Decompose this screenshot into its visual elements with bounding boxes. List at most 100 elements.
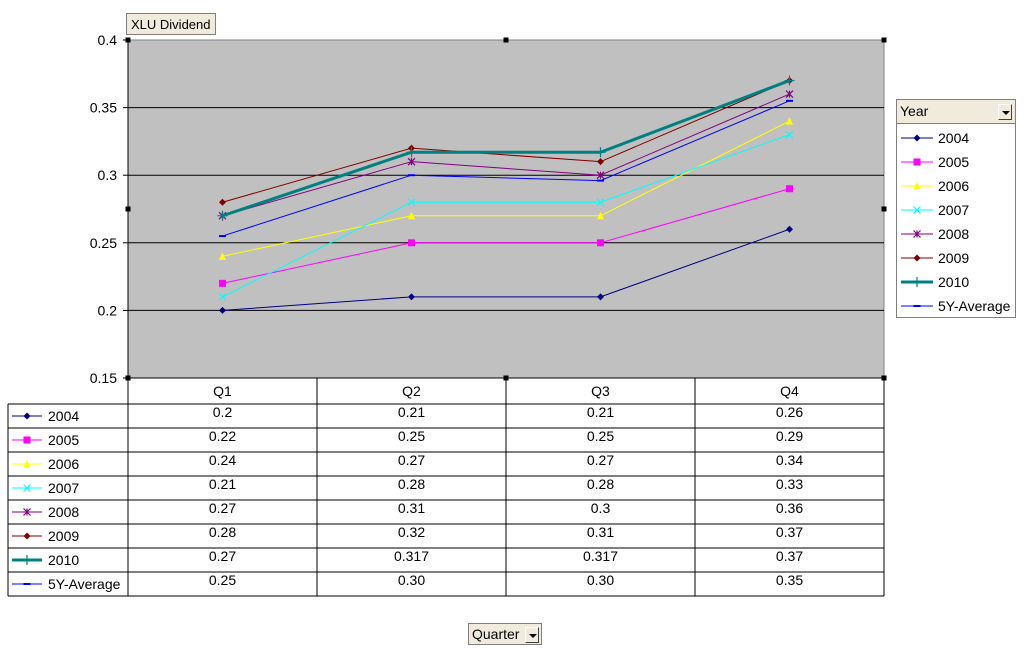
table-cell: 0.2: [213, 404, 233, 420]
series-line: [222, 93, 790, 217]
y-tick-label: 0.2: [98, 302, 118, 318]
y-tick-label: 0.35: [90, 100, 117, 116]
table-cell: 0.36: [776, 500, 803, 516]
data-point: [786, 185, 793, 193]
legend-item-2006[interactable]: 2006: [897, 174, 1015, 198]
table-cell: 0.31: [587, 524, 614, 540]
table-cell: 0.30: [398, 572, 425, 588]
data-point: [219, 279, 226, 287]
data-point: [595, 147, 606, 158]
series-line: [222, 228, 790, 311]
series-line: [222, 79, 791, 218]
table-cell: 0.317: [583, 548, 618, 564]
legend-label: 2004: [938, 130, 970, 146]
table-cell: 0.21: [209, 476, 236, 492]
table-series-label: 2005: [48, 432, 79, 448]
data-point: [597, 239, 604, 247]
legend-key: [901, 254, 933, 262]
quarter-field-label: Quarter: [472, 626, 520, 642]
legend-item-2004[interactable]: 2004: [897, 126, 1015, 150]
legend-key-marker: [913, 254, 921, 262]
table-series-label: 2010: [48, 552, 79, 568]
data-point: [597, 158, 604, 166]
table-cell: 0.26: [776, 404, 803, 420]
table-cell: 0.37: [776, 548, 803, 564]
legend-label: 2009: [938, 250, 970, 266]
category-label: Q1: [213, 383, 232, 399]
data-point: [407, 198, 416, 207]
table-legend-marker: [23, 436, 31, 444]
y-tick-label: 0.3: [98, 167, 118, 183]
y-tick-label: 0.15: [90, 370, 117, 386]
legend-key: [901, 230, 933, 238]
plot-area-handle: [881, 206, 887, 212]
table-cell: 0.31: [398, 500, 425, 516]
legend-key: [901, 158, 933, 166]
table-cell: 0.27: [209, 500, 236, 516]
table-cell: 0.28: [587, 476, 614, 492]
table-cell: 0.27: [398, 452, 425, 468]
legend-key: [901, 305, 933, 307]
data-point: [596, 198, 605, 207]
table-cell: 0.28: [398, 476, 425, 492]
legend-key-marker: [913, 206, 921, 214]
legend-label: 2006: [938, 178, 970, 194]
table-legend-marker: [23, 532, 31, 540]
legend-label: 2010: [938, 274, 970, 290]
legend-label: 2007: [938, 202, 970, 218]
year-field-label: Year: [900, 103, 929, 119]
table-cell: 0.24: [209, 452, 236, 468]
year-dropdown-icon[interactable]: [998, 104, 1012, 120]
data-point: [407, 157, 416, 166]
table-cell: 0.32: [398, 524, 425, 540]
table-series-label: 2004: [48, 408, 79, 424]
legend-key: [901, 206, 933, 214]
series-line: [222, 134, 790, 298]
data-point: [219, 252, 226, 260]
series-2007: [218, 130, 794, 301]
year-field-button[interactable]: Year: [897, 100, 1015, 124]
quarter-field-button[interactable]: Quarter: [468, 623, 542, 645]
plot-area-handle: [881, 37, 887, 43]
table-cell: 0.33: [776, 476, 803, 492]
chart-title[interactable]: XLU Dividend: [126, 13, 216, 35]
chart-title-text: XLU Dividend: [131, 17, 211, 32]
legend-item-2010[interactable]: 2010: [897, 270, 1015, 294]
data-point: [219, 306, 226, 314]
legend-item-5y-average[interactable]: 5Y-Average: [897, 294, 1015, 318]
table-cell: 0.30: [587, 572, 614, 588]
table-series-label: 2009: [48, 528, 79, 544]
data-point: [597, 211, 604, 220]
category-label: Q4: [780, 383, 799, 399]
data-point: [786, 117, 793, 125]
table-cell: 0.35: [776, 572, 803, 588]
plot-area-handle: [503, 37, 509, 43]
table-cell: 0.25: [587, 428, 614, 444]
legend-item-2005[interactable]: 2005: [897, 150, 1015, 174]
table-legend-marker: [22, 555, 32, 565]
plot-area: [127, 39, 885, 379]
legend-key-marker: [913, 230, 921, 238]
table-cell: 0.22: [209, 428, 236, 444]
legend-key-marker: [913, 158, 921, 166]
legend-item-2009[interactable]: 2009: [897, 246, 1015, 270]
table-cell: 0.34: [776, 452, 803, 468]
plot-area-handle: [125, 37, 131, 43]
y-tick-label: 0.25: [90, 235, 117, 251]
table-series-label: 2007: [48, 480, 79, 496]
data-point: [408, 211, 415, 220]
data-point: [406, 147, 417, 158]
legend-item-2007[interactable]: 2007: [897, 198, 1015, 222]
quarter-dropdown-icon[interactable]: [525, 627, 539, 643]
category-label: Q2: [402, 383, 421, 399]
plot-area-handle: [125, 206, 131, 212]
data-point: [785, 90, 794, 99]
table-cell: 0.37: [776, 524, 803, 540]
table-cell: 0.29: [776, 428, 803, 444]
legend-key-marker: [913, 134, 921, 142]
table-cell: 0.27: [587, 452, 614, 468]
data-point: [218, 292, 227, 301]
series-2004: [219, 225, 793, 314]
legend-item-2008[interactable]: 2008: [897, 222, 1015, 246]
